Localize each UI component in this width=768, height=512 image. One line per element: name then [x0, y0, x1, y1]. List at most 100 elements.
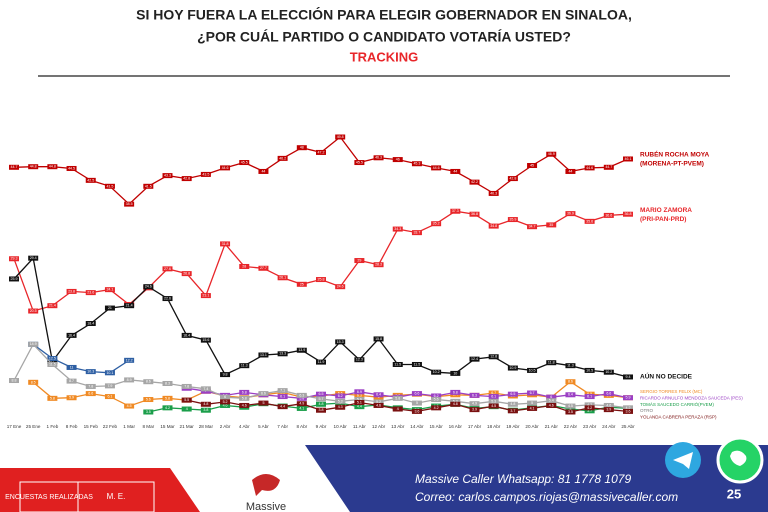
point-label: 4.8	[453, 402, 458, 406]
point-label: 9.4	[626, 375, 631, 379]
point-label-box	[565, 392, 576, 398]
point-label: 5.2	[376, 400, 381, 404]
point-label-box	[124, 201, 135, 207]
point-label-box	[450, 168, 461, 174]
point-label: 44.8	[30, 165, 37, 169]
x-tick-label: 11 Abr	[353, 424, 366, 429]
point-label: 25	[300, 282, 304, 286]
point-label-box	[469, 356, 480, 362]
point-label: 4	[569, 407, 571, 411]
point-label: 4.6	[242, 403, 247, 407]
point-label: 45	[530, 163, 534, 167]
point-label: 44	[453, 169, 457, 173]
point-label-box	[85, 369, 96, 375]
point-label: 6.1	[280, 395, 285, 399]
point-label-box	[488, 390, 499, 396]
point-label-box	[162, 405, 173, 411]
point-label-box	[354, 258, 365, 264]
point-label: 6.1	[107, 395, 112, 399]
point-label: 34.8	[490, 224, 497, 228]
x-tick-label: 8 Mar	[142, 424, 154, 429]
point-label: 6.7	[491, 391, 496, 395]
x-tick-label: 1 Mar	[123, 424, 135, 429]
point-label-box	[66, 364, 77, 370]
point-label: 12.3	[356, 358, 363, 362]
box	[77, 481, 155, 512]
point-label: 6.7	[530, 391, 535, 395]
point-label-box	[162, 395, 173, 401]
x-tick-label: 2 Abr	[220, 424, 231, 429]
point-label: 5	[531, 401, 533, 405]
point-label-box	[85, 391, 96, 397]
point-label-box	[296, 281, 307, 287]
point-label: 3.9	[606, 408, 611, 412]
plot: 17 Ene 25 Ene 1 Feb 8 Feb 15 Feb 22 Feb 1 Mar 8…	[7, 134, 743, 429]
x-tick-label: 10 Abr	[334, 424, 348, 429]
point-label-box	[507, 365, 518, 371]
point-label: 15.6	[202, 338, 209, 342]
point-label: 6.4	[568, 393, 573, 397]
point-label: 13.1	[260, 353, 267, 357]
point-label: 4.2	[587, 406, 592, 410]
point-label: 41.5	[106, 184, 113, 188]
point-label-box	[335, 339, 346, 345]
point-label-box	[565, 403, 576, 409]
point-label: 44.8	[49, 165, 56, 169]
point-label-box	[181, 176, 192, 182]
point-label: 16.4	[183, 333, 190, 337]
x-tick-label: 9 Abr	[316, 424, 327, 429]
point-label: 38.5	[126, 202, 133, 206]
point-label: 5.9	[626, 396, 631, 400]
point-label: 41.5	[145, 184, 152, 188]
point-label-box	[431, 369, 442, 375]
legend-label: SERGIO TORRES FELIX (MC)	[640, 389, 703, 394]
x-tick-label: 22 Abr	[564, 424, 578, 429]
legend-label: AÚN NO DECIDE	[640, 372, 693, 381]
point-label: 21.4	[126, 304, 133, 308]
point-label: 4.8	[203, 402, 208, 406]
point-label-box	[9, 378, 19, 384]
point-label: 43.5	[202, 172, 209, 176]
point-label-box	[296, 405, 307, 411]
point-label: 22.6	[164, 297, 171, 301]
point-label-box	[162, 380, 173, 386]
point-label: 11.5	[414, 362, 421, 366]
point-label: 5.9	[69, 396, 74, 400]
point-label: 37.3	[452, 209, 459, 213]
point-label: 18.4	[87, 321, 94, 325]
x-tick-label: 7 Abr	[277, 424, 288, 429]
point-label: 6.2	[434, 394, 439, 398]
footer-banner	[305, 445, 768, 512]
point-label-box	[507, 391, 518, 397]
point-label: 13.9	[298, 348, 305, 352]
point-label-box	[507, 401, 518, 407]
point-label-box	[431, 393, 442, 399]
point-label: 3.6	[626, 409, 631, 413]
point-label-box	[124, 357, 135, 363]
point-label-box	[28, 379, 39, 385]
point-label-box	[431, 405, 442, 411]
point-label-box	[296, 392, 307, 398]
point-label-box	[450, 389, 461, 395]
point-label-box	[431, 397, 442, 403]
x-tick-label: 8 Feb	[66, 424, 78, 429]
point-label: 29	[357, 258, 361, 262]
point-label: 42.8	[183, 177, 190, 181]
point-label: 35.6	[586, 219, 593, 223]
point-label: 10.2	[433, 370, 440, 374]
legend-coalition: (MORENA-PT-PVEM)	[640, 161, 704, 168]
x-tick-label: 28 Mar	[199, 424, 214, 429]
point-label-box	[124, 403, 135, 409]
point-label: 5.6	[434, 397, 439, 401]
point-label: 44	[261, 169, 265, 173]
point-label: 4.8	[510, 402, 515, 406]
point-label: 5.8	[395, 396, 400, 400]
point-label: 5.3	[338, 399, 343, 403]
point-label: 26.8	[183, 272, 190, 276]
point-label-box	[85, 177, 96, 183]
title: SI HOY FUERA LA ELECCIÓN PARA ELEGIR GOB…	[136, 6, 632, 23]
point-label: 6.1	[587, 395, 592, 399]
point-label: 4.6	[606, 403, 611, 407]
point-label-box	[239, 389, 250, 395]
x-tick-label: 15 Feb	[84, 424, 99, 429]
